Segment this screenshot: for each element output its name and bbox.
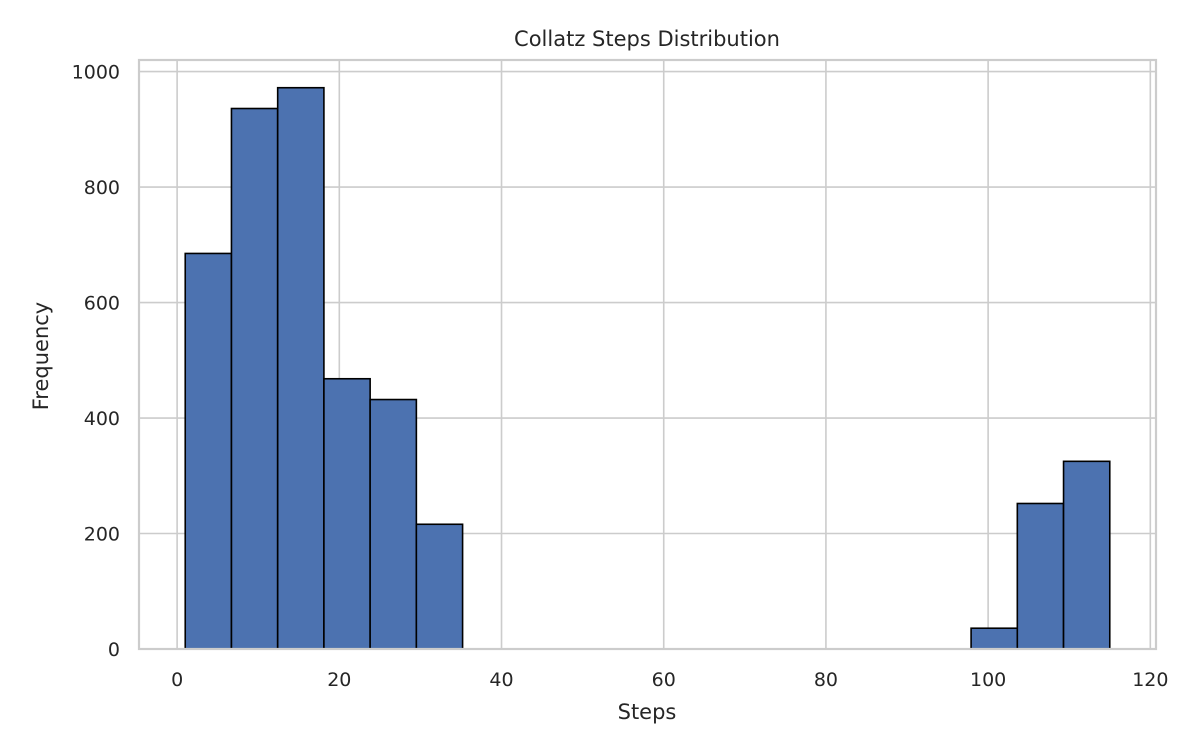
histogram-bar: [415, 523, 464, 650]
y-tick-label: 200: [84, 524, 120, 546]
x-tick-label: 60: [652, 669, 676, 691]
x-tick-labels: 0 20 40 60 80 100 120: [171, 669, 1168, 691]
y-tick-labels: 0 200 400 600 800 1000: [72, 62, 120, 661]
y-tick-label: 1000: [72, 62, 120, 84]
x-tick-label: 80: [814, 669, 838, 691]
axes-frame: [137, 58, 1158, 651]
y-tick-label: 400: [84, 408, 120, 430]
x-tick-label: 120: [1132, 669, 1168, 691]
x-axis-title: Steps: [618, 700, 677, 724]
y-tick-label: 800: [84, 177, 120, 199]
histogram-bar: [323, 377, 371, 650]
x-tick-label: 40: [489, 669, 513, 691]
histogram-bar: [276, 86, 325, 650]
y-tick-label: 600: [84, 293, 120, 315]
plot-frame: [137, 58, 1158, 651]
x-tick-label: 100: [970, 669, 1006, 691]
histogram-bar: [1016, 502, 1065, 650]
histogram-bar: [230, 107, 279, 650]
histogram-bars: [184, 86, 1111, 650]
histogram-bar: [369, 398, 418, 650]
histogram-bar: [1062, 460, 1111, 650]
x-tick-label: 20: [327, 669, 351, 691]
histogram-bar: [184, 252, 233, 650]
chart-title: Collatz Steps Distribution: [514, 27, 780, 51]
histogram-bar: [970, 627, 1019, 650]
x-tick-label: 0: [171, 669, 183, 691]
y-tick-label: 0: [108, 639, 120, 661]
y-axis-title: Frequency: [29, 302, 53, 411]
